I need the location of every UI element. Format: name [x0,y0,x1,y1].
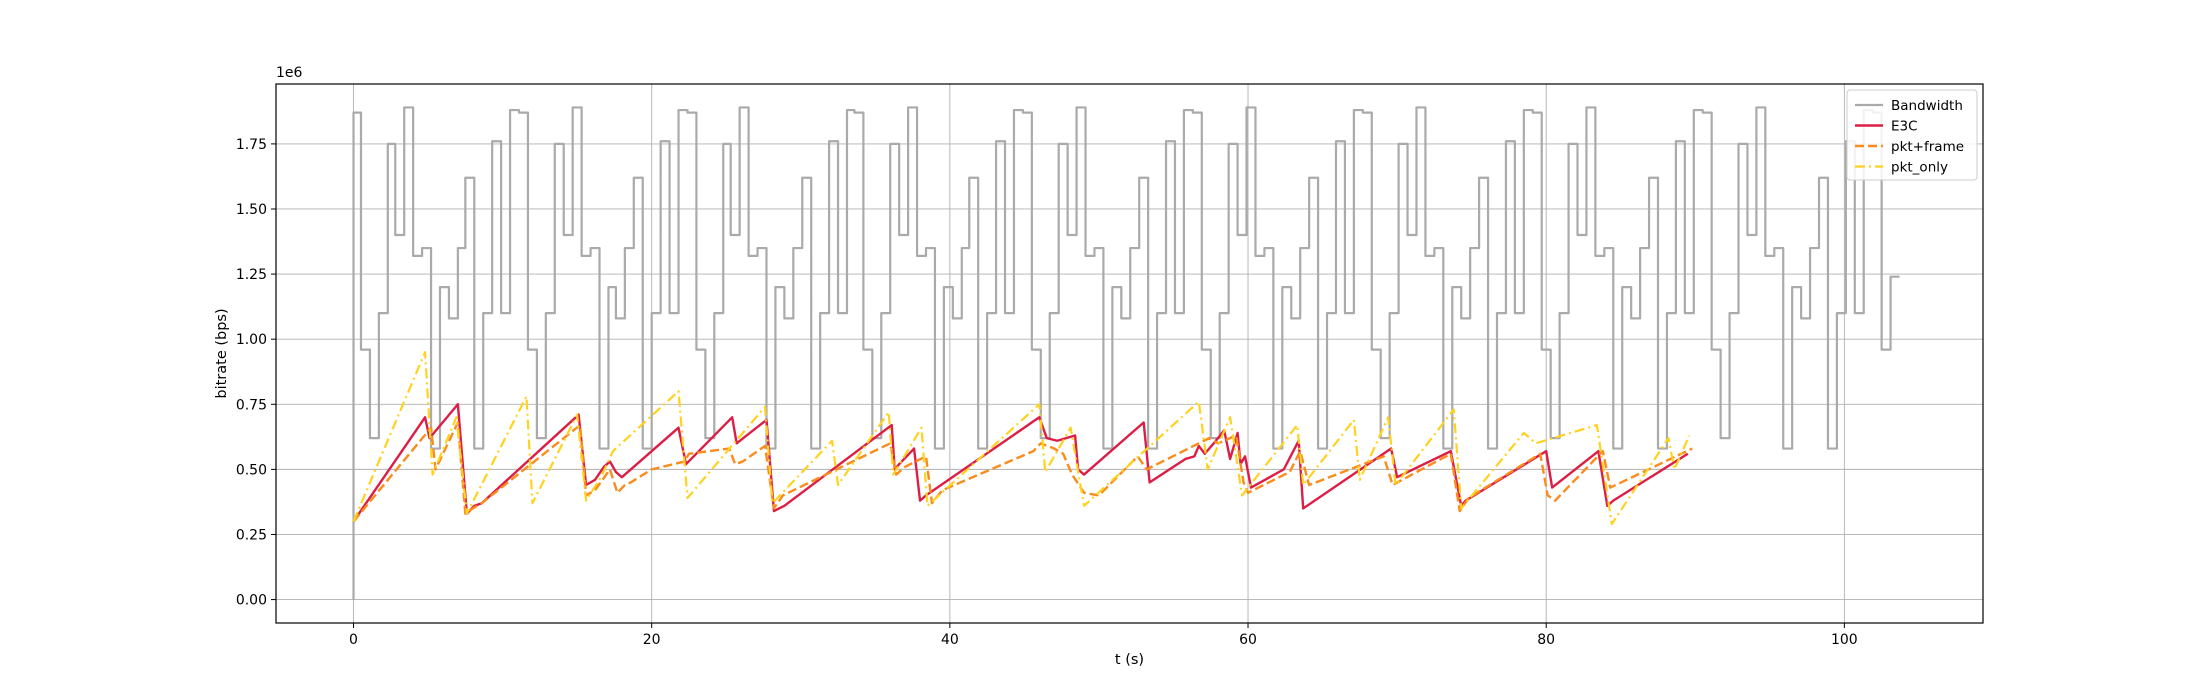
legend-label: E3C [1891,119,1918,135]
legend-box [1846,89,1978,181]
y-tick-label: 1.25 [236,267,267,283]
y-axis-label: bitrate (bps) [214,308,230,398]
y-axis-ticks: 0.00 0.25 0.50 0.75 1.00 1.25 1.50 1.75 [236,137,276,609]
x-tick-label: 0 [349,632,358,648]
y-offset-label: 1e6 [276,65,303,81]
x-tick-label: 100 [1831,632,1858,648]
y-tick-label: 0.75 [236,397,267,413]
series-line-bandwidth [352,106,1900,600]
series-line-pkt-frame [352,421,1693,523]
legend-label: pkt+frame [1891,139,1964,155]
y-tick-label: 1.75 [236,137,267,153]
y-tick-label: 0.25 [236,527,267,543]
x-axis-ticks: 0 20 40 60 80 100 [349,623,1858,648]
x-tick-label: 40 [941,632,959,648]
legend-label: Bandwidth [1891,98,1963,114]
x-axis-label: t (s) [1115,652,1144,668]
x-tick-label: 60 [1239,632,1257,648]
y-tick-label: 1.00 [236,332,267,348]
series-line-pkt-only [352,351,1691,526]
x-tick-label: 80 [1537,632,1555,648]
x-tick-label: 20 [643,632,661,648]
plot-area [352,106,1900,600]
series-line-e3c [352,403,1689,523]
y-tick-label: 1.50 [236,202,267,218]
legend-label: pkt_only [1891,160,1948,176]
axes-frame [275,83,1984,624]
y-tick-label: 0.00 [236,593,267,609]
y-tick-label: 0.50 [236,462,267,478]
legend: Bandwidth E3C pkt+frame pkt_only [1846,89,1978,181]
grid-lines [276,84,1983,623]
